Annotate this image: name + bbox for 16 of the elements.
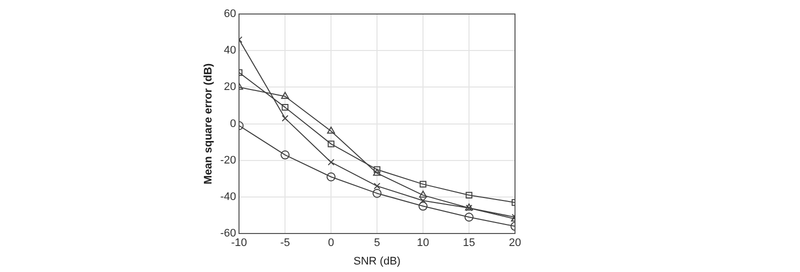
y-tick-label: 60 <box>224 8 236 20</box>
x-axis-title: SNR (dB) <box>354 255 401 268</box>
y-tick-label: -20 <box>220 154 236 166</box>
x-tick-label: -5 <box>280 237 290 250</box>
y-tick-label: 0 <box>230 118 236 130</box>
y-tick-label: -40 <box>220 191 236 204</box>
y-tick-label: 20 <box>224 81 236 94</box>
x-tick-label: 15 <box>462 237 476 250</box>
x-tick-label: 10 <box>416 237 430 250</box>
x-tick-label: 0 <box>328 237 334 250</box>
y-tick-label: 40 <box>224 44 236 57</box>
y-tick-label: -60 <box>220 228 236 240</box>
x-tick-label: 20 <box>508 237 522 250</box>
x-tick-label: 5 <box>374 237 380 250</box>
x-tick-label: -10 <box>231 237 248 250</box>
y-axis-title: Mean square error (dB) <box>202 62 215 184</box>
